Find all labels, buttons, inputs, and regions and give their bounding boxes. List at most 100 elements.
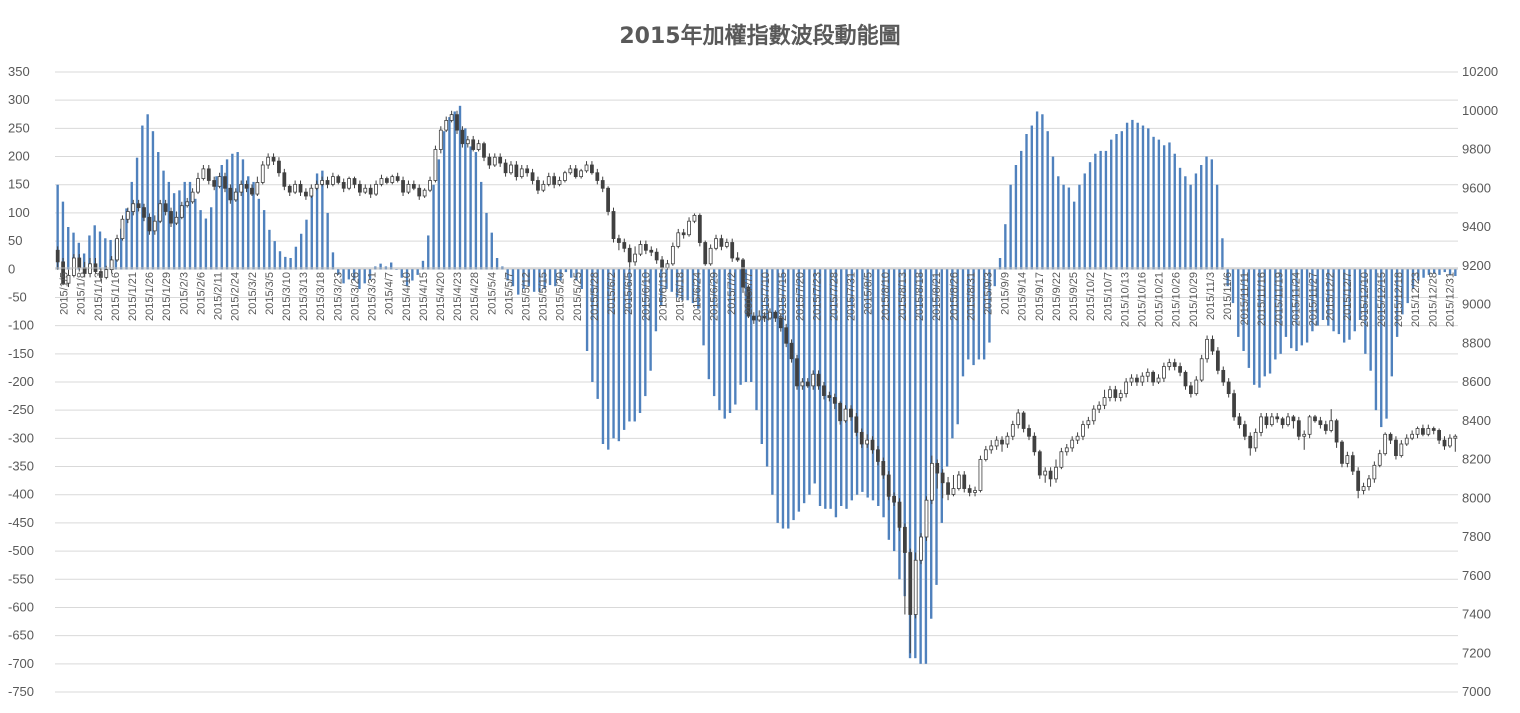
candle-body: [196, 178, 200, 193]
momentum-bar: [712, 269, 716, 397]
y-left-tick-label: -100: [8, 318, 34, 333]
x-tick-label: 2015/2/24: [230, 272, 242, 321]
momentum-bar: [675, 269, 679, 298]
candle-body: [293, 183, 298, 193]
y-left-tick-label: 50: [8, 233, 22, 248]
candle-body: [741, 259, 745, 288]
momentum-bar: [1337, 269, 1341, 335]
candle-body: [665, 263, 670, 269]
momentum-bar: [135, 157, 139, 270]
candle-body: [347, 178, 351, 189]
candle-body: [309, 187, 314, 197]
x-tick-label: 2015/3/10: [281, 272, 293, 321]
candle-body: [1404, 437, 1409, 445]
momentum-bar: [67, 227, 70, 270]
candle-body: [1242, 424, 1247, 437]
x-tick-label: 2015/11/16: [1256, 272, 1268, 326]
candle-body: [471, 139, 476, 150]
momentum-bar: [1358, 269, 1362, 320]
candle-body: [1156, 377, 1161, 383]
candle-body: [730, 242, 735, 259]
momentum-bar: [1120, 131, 1124, 270]
momentum-bar: [241, 159, 245, 270]
x-tick-label: 2015/6/15: [657, 272, 669, 321]
candle-body: [746, 286, 751, 317]
x-tick-label: 2015/8/13: [897, 272, 909, 321]
x-tick-label: 2015/9/14: [1017, 272, 1029, 321]
momentum-bar: [1395, 269, 1399, 337]
momentum-bar: [1242, 269, 1245, 351]
candle-body: [573, 168, 578, 178]
candle-body: [714, 238, 718, 249]
candle-body: [147, 216, 152, 232]
x-tick-label: 2015/7/20: [794, 272, 806, 321]
momentum-bar: [1051, 156, 1055, 270]
x-tick-label: 2015/1/5: [59, 272, 71, 315]
momentum-bar: [236, 152, 239, 270]
momentum-bar: [1258, 269, 1261, 388]
momentum-bar: [728, 269, 732, 413]
momentum-bar: [1157, 139, 1161, 270]
momentum-bar: [924, 269, 928, 664]
momentum-bar: [617, 269, 621, 442]
momentum-bar: [855, 269, 859, 495]
candle-body: [503, 162, 508, 174]
momentum-bar: [220, 165, 223, 270]
candle-body: [1000, 439, 1004, 445]
candle-body: [287, 185, 292, 193]
x-tick-label: 2015/1/29: [161, 272, 173, 321]
y-left-tick-label: -750: [8, 684, 34, 699]
momentum-bar: [1406, 269, 1409, 304]
candle-body: [773, 311, 778, 319]
x-tick-label: 2015/6/5: [623, 272, 635, 315]
momentum-bar: [1189, 184, 1192, 270]
momentum-bar: [1290, 269, 1293, 349]
y-left-tick-label: -150: [8, 346, 34, 361]
candle-body: [1426, 428, 1431, 435]
momentum-bar: [697, 269, 700, 309]
momentum-bar: [564, 269, 568, 273]
momentum-bar: [209, 207, 213, 270]
candle-body: [768, 311, 772, 319]
x-tick-label: 2015/6/2: [606, 272, 618, 315]
candle-body: [638, 244, 643, 255]
candle-body: [1377, 453, 1382, 466]
y-left-tick-label: -400: [8, 487, 34, 502]
x-tick-label: 2015/9/25: [1068, 272, 1080, 321]
candle-body: [1253, 431, 1258, 449]
momentum-bar: [861, 269, 864, 492]
momentum-bar: [765, 269, 769, 467]
momentum-bar: [686, 269, 689, 301]
momentum-bar: [961, 269, 965, 377]
candle-body: [622, 242, 627, 249]
candle-body: [1383, 433, 1388, 455]
momentum-bar: [517, 269, 520, 295]
candle-body: [994, 439, 999, 447]
momentum-bar: [903, 269, 906, 597]
candle-body: [277, 160, 281, 174]
momentum-bar: [840, 269, 843, 506]
momentum-bar: [416, 269, 419, 275]
candle-body: [455, 114, 459, 131]
candle-body: [190, 191, 195, 203]
momentum-bar: [776, 269, 779, 523]
momentum-bar: [1342, 269, 1346, 343]
candle-body: [438, 129, 443, 150]
y-left-tick-label: 350: [8, 64, 30, 79]
x-tick-label: 2015/2/11: [213, 272, 225, 320]
momentum-bar: [1178, 167, 1182, 270]
candle-body: [1264, 416, 1269, 426]
y-right-tick-label: 8800: [1462, 335, 1491, 350]
momentum-bar: [1141, 125, 1145, 270]
momentum-bar: [215, 176, 218, 270]
y-left-tick-label: 300: [8, 92, 30, 107]
x-tick-label: 2015/11/27: [1308, 272, 1320, 326]
candle-body: [1043, 470, 1048, 476]
momentum-bar: [72, 232, 75, 270]
momentum-bar: [951, 269, 954, 439]
candle-body: [552, 176, 557, 185]
y-right-tick-label: 9600: [1462, 180, 1491, 195]
x-tick-label: 2015/10/16: [1136, 272, 1148, 327]
y-right-tick-label: 10000: [1462, 103, 1498, 118]
candle-body: [428, 180, 432, 191]
